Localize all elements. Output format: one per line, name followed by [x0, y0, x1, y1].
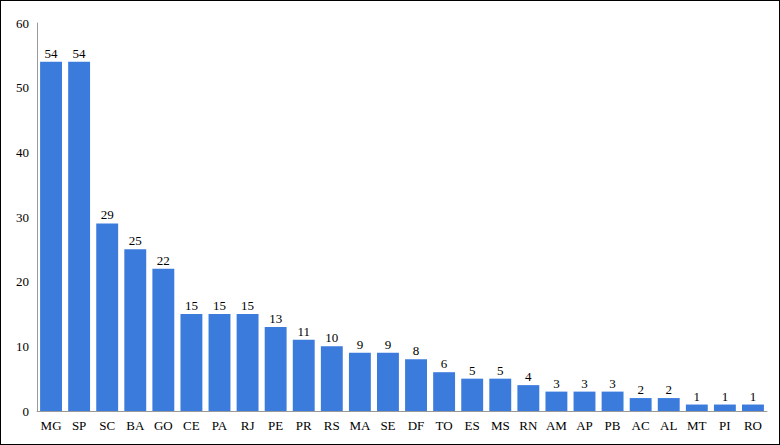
svg-text:GO: GO — [154, 418, 173, 433]
svg-text:0: 0 — [23, 404, 30, 419]
svg-text:3: 3 — [581, 376, 588, 391]
svg-text:4: 4 — [525, 369, 532, 384]
svg-text:8: 8 — [413, 343, 420, 358]
svg-text:30: 30 — [16, 210, 29, 225]
svg-text:RJ: RJ — [241, 418, 255, 433]
svg-text:54: 54 — [73, 46, 87, 61]
svg-text:PA: PA — [212, 418, 228, 433]
svg-text:5: 5 — [469, 363, 476, 378]
svg-text:22: 22 — [157, 253, 170, 268]
svg-text:CE: CE — [183, 418, 200, 433]
svg-text:SP: SP — [72, 418, 86, 433]
svg-text:MG: MG — [41, 418, 62, 433]
svg-text:1: 1 — [722, 389, 729, 404]
svg-text:15: 15 — [241, 298, 254, 313]
svg-text:40: 40 — [16, 145, 29, 160]
svg-text:AM: AM — [546, 418, 567, 433]
svg-text:2: 2 — [637, 382, 644, 397]
svg-text:AL: AL — [660, 418, 677, 433]
svg-text:54: 54 — [45, 46, 59, 61]
svg-text:RO: RO — [744, 418, 762, 433]
svg-text:RS: RS — [324, 418, 340, 433]
svg-text:13: 13 — [269, 311, 282, 326]
svg-text:3: 3 — [609, 376, 616, 391]
svg-text:1: 1 — [750, 389, 757, 404]
svg-text:29: 29 — [101, 207, 114, 222]
svg-text:MS: MS — [491, 418, 510, 433]
svg-text:2: 2 — [665, 382, 672, 397]
svg-text:TO: TO — [436, 418, 453, 433]
svg-text:10: 10 — [16, 339, 29, 354]
svg-text:ES: ES — [465, 418, 480, 433]
svg-text:15: 15 — [213, 298, 226, 313]
svg-text:PI: PI — [719, 418, 731, 433]
svg-text:PB: PB — [605, 418, 621, 433]
svg-text:9: 9 — [385, 337, 392, 352]
svg-text:AC: AC — [632, 418, 650, 433]
svg-text:25: 25 — [129, 233, 142, 248]
svg-text:11: 11 — [297, 324, 310, 339]
svg-text:5: 5 — [497, 363, 504, 378]
svg-text:BA: BA — [126, 418, 145, 433]
svg-text:RN: RN — [519, 418, 538, 433]
svg-text:PR: PR — [296, 418, 312, 433]
svg-text:9: 9 — [357, 337, 364, 352]
svg-text:1: 1 — [694, 389, 701, 404]
svg-text:20: 20 — [16, 274, 29, 289]
svg-text:PE: PE — [268, 418, 283, 433]
svg-text:10: 10 — [325, 330, 338, 345]
svg-text:MA: MA — [349, 418, 371, 433]
svg-text:3: 3 — [553, 376, 560, 391]
svg-text:15: 15 — [185, 298, 198, 313]
svg-text:6: 6 — [441, 356, 448, 371]
svg-text:SC: SC — [99, 418, 115, 433]
svg-text:60: 60 — [16, 16, 29, 31]
svg-text:AP: AP — [576, 418, 593, 433]
svg-text:SE: SE — [380, 418, 395, 433]
svg-text:DF: DF — [408, 418, 425, 433]
svg-text:MT: MT — [687, 418, 707, 433]
svg-text:50: 50 — [16, 80, 29, 95]
